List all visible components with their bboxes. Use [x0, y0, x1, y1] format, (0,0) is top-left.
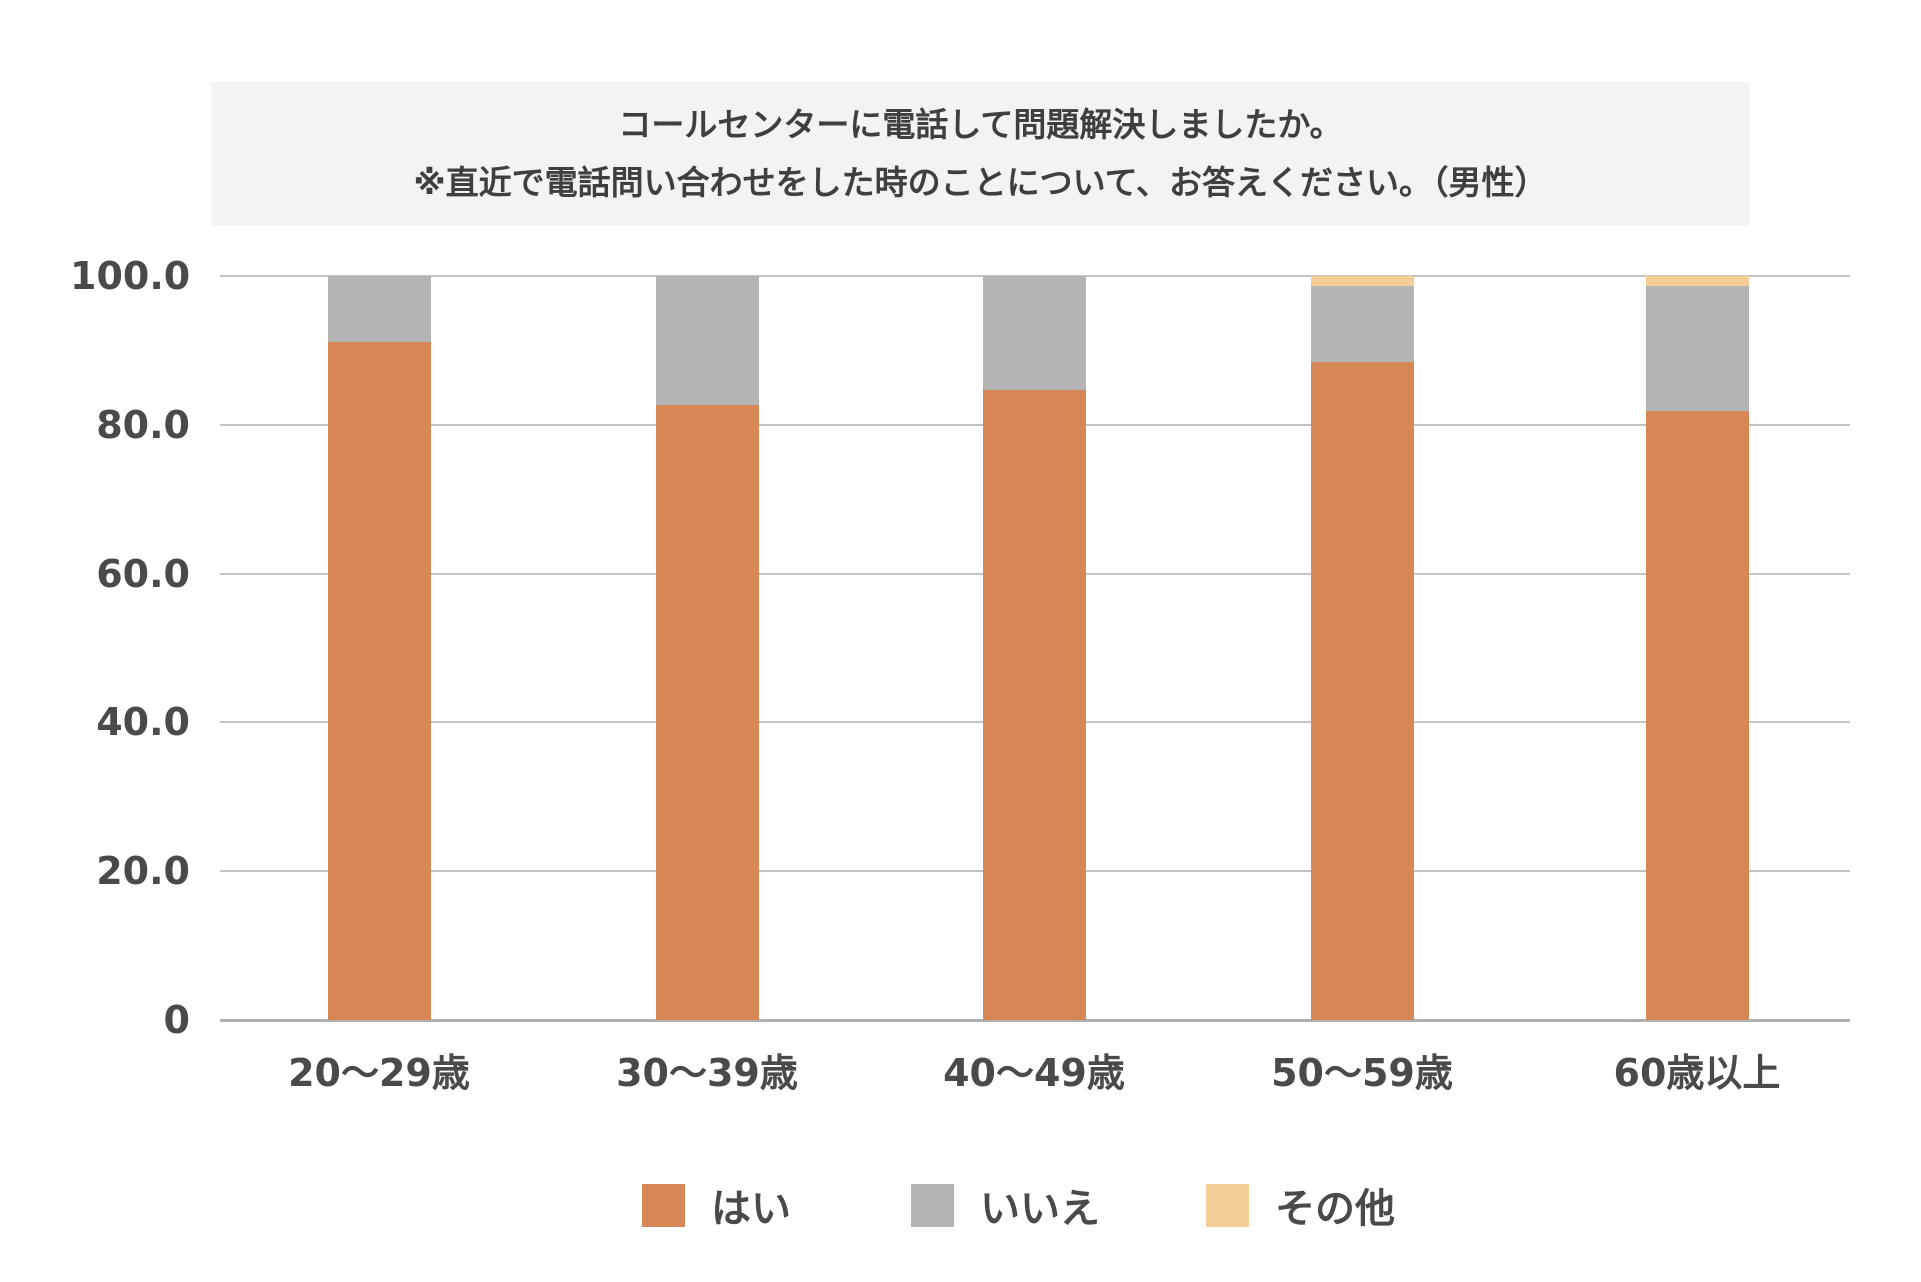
chart-title: コールセンターに電話して問題解決しましたか。	[618, 105, 1343, 144]
bar-segment	[656, 405, 759, 1020]
legend-swatch-other	[1206, 1183, 1249, 1227]
y-tick-label: 20.0	[96, 849, 190, 894]
bar-segment	[1646, 410, 1749, 1020]
x-tick-label: 40〜49歳	[943, 1051, 1125, 1095]
y-tick-label: 40.0	[96, 700, 190, 745]
legend-item-hai: はい	[642, 1176, 791, 1234]
legend-item-iie: いいえ	[911, 1176, 1100, 1234]
bar-segment	[983, 389, 1086, 1020]
x-tick-label: 30〜39歳	[616, 1051, 798, 1095]
chart-subtitle: ※直近で電話問い合わせをした時のことについて、お答えください。（男性）	[413, 163, 1548, 202]
plot-area	[220, 275, 1850, 1022]
legend-item-other: その他	[1206, 1176, 1395, 1234]
x-tick-label: 20〜29歳	[288, 1051, 470, 1095]
bar-segment	[656, 276, 759, 406]
y-tick-label: 60.0	[96, 551, 190, 596]
legend-swatch-iie	[911, 1183, 954, 1227]
bar-segment	[1311, 285, 1414, 362]
y-tick-label: 0	[163, 998, 190, 1042]
bar-stack	[1646, 276, 1749, 1020]
x-tick-label: 50〜59歳	[1271, 1051, 1453, 1095]
bar-segment	[1646, 276, 1749, 286]
bar-stack	[328, 276, 431, 1020]
legend-label: はい	[711, 1186, 791, 1232]
chart-title-box: コールセンターに電話して問題解決しましたか。 ※直近で電話問い合わせをした時のこ…	[211, 82, 1750, 226]
bar-segment	[1646, 285, 1749, 411]
bar-stack	[983, 276, 1086, 1020]
legend-label: いいえ	[980, 1186, 1100, 1232]
bar-segment	[328, 342, 431, 1020]
gridline	[220, 1019, 1850, 1022]
legend-label: その他	[1275, 1186, 1395, 1232]
bar-segment	[1311, 276, 1414, 286]
x-tick-label: 60歳以上	[1613, 1051, 1781, 1095]
legend: はい いいえ その他	[0, 1176, 1921, 1232]
bar-segment	[983, 276, 1086, 390]
y-tick-label: 100.0	[70, 254, 191, 298]
y-tick-label: 80.0	[96, 402, 190, 447]
legend-swatch-hai	[642, 1183, 685, 1227]
bar-stack	[656, 276, 759, 1020]
gridline	[220, 275, 1850, 277]
bar-segment	[328, 276, 431, 343]
bar-segment	[1311, 361, 1414, 1020]
bar-stack	[1311, 276, 1414, 1020]
